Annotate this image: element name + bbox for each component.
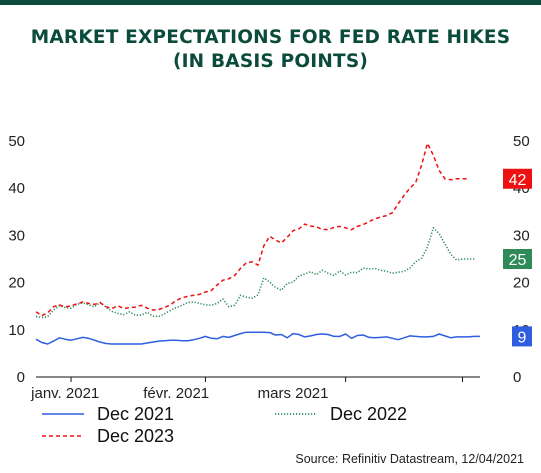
legend-label-2: Dec 2023 xyxy=(97,426,174,446)
series-line-dec-2022 xyxy=(35,227,475,319)
legend-label-1: Dec 2022 xyxy=(330,404,407,424)
y-tick-label-left-20: 20 xyxy=(8,275,25,292)
series-line-dec-2023 xyxy=(35,142,469,317)
chart-title: MARKET EXPECTATIONS FOR FED RATE HIKES (… xyxy=(0,26,541,74)
title-line-2: (IN BASIS POINTS) xyxy=(172,51,369,72)
source-note: Source: Refinitiv Datastream, 12/04/2021 xyxy=(295,452,524,466)
y-tick-label-right-50: 50 xyxy=(513,133,530,150)
y-tick-label-right-30: 30 xyxy=(513,227,530,244)
series-line-dec-2021 xyxy=(35,331,480,345)
y-tick-label-left-0: 0 xyxy=(17,369,25,386)
y-tick-label-right-20: 20 xyxy=(513,275,530,292)
header-bar xyxy=(0,0,541,5)
y-tick-label-left-10: 10 xyxy=(8,322,25,339)
x-tick-label-1: févr. 2021 xyxy=(143,385,209,402)
y-tick-label-left-30: 30 xyxy=(8,227,25,244)
end-label-box-dec-2021 xyxy=(512,326,532,347)
end-label-dec-2022: 25 xyxy=(509,252,527,269)
title-line-1: MARKET EXPECTATIONS FOR FED RATE HIKES xyxy=(30,27,511,48)
x-tick-label-2: mars 2021 xyxy=(258,385,329,402)
end-label-box-dec-2022 xyxy=(503,249,532,269)
legend-label-0: Dec 2021 xyxy=(97,404,174,424)
y-tick-label-left-40: 40 xyxy=(8,180,25,197)
y-tick-label-left-50: 50 xyxy=(8,133,25,150)
end-label-dec-2023: 42 xyxy=(509,172,527,189)
end-label-box-dec-2023 xyxy=(503,168,532,189)
end-label-dec-2021: 9 xyxy=(518,329,527,346)
y-tick-label-right-0: 0 xyxy=(513,369,521,386)
x-tick-label-0: janv. 2021 xyxy=(30,385,99,402)
